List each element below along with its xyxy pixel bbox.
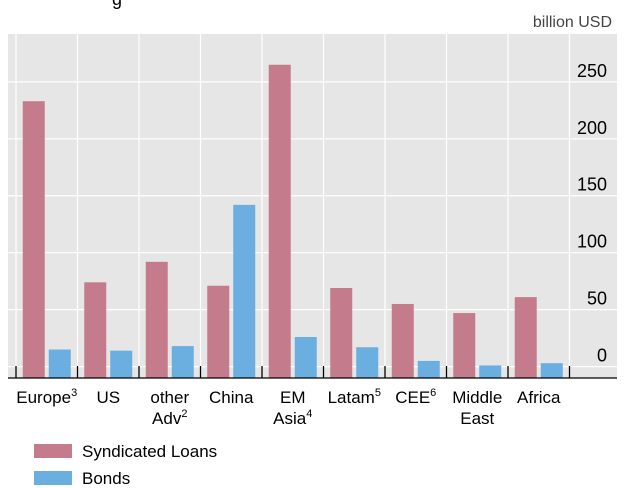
bar-bonds [540,363,563,378]
bar-syndicated-loans [22,101,45,379]
category-label: East [460,409,494,428]
y-tick-label: 0 [597,346,607,366]
legend-swatch [34,471,72,485]
y-tick-label: 250 [577,61,607,81]
bar-syndicated-loans [453,313,476,378]
x-axis [8,366,617,379]
chart-title-fragment: g [112,0,122,9]
legend-label: Syndicated Loans [82,442,217,461]
category-label: Latam5 [328,387,381,407]
bar-syndicated-loans [84,282,107,378]
category-label: other [150,388,189,407]
y-tick-label: 50 [587,289,607,309]
category-label: China [209,388,254,407]
category-label: EM [280,388,306,407]
bar-bonds [356,347,379,378]
unit-label: billion USD [533,14,612,31]
bar-syndicated-loans [207,285,230,378]
y-tick-label: 200 [577,118,607,138]
category-label: Middle [452,388,502,407]
bar-syndicated-loans [391,303,414,378]
bar-bonds [110,350,133,378]
bar-syndicated-loans [330,288,353,378]
bar-bonds [48,349,71,378]
bar-bonds [233,204,256,378]
legend-swatch [34,444,72,458]
bar-bonds [417,360,440,378]
category-label: Adv2 [152,408,187,428]
bar-bonds [479,365,502,378]
bar-syndicated-loans [268,64,291,378]
bar-bonds [171,346,194,378]
category-label: US [96,388,120,407]
category-label: Africa [517,388,561,407]
category-label: CEE6 [395,387,436,407]
legend: Syndicated Loans Bonds [34,442,217,488]
legend-label: Bonds [82,469,130,488]
bar-syndicated-loans [514,297,537,378]
y-tick-label: 150 [577,175,607,195]
category-label: Asia4 [273,408,312,428]
category-label: Europe3 [16,387,77,407]
y-tick-label: 100 [577,232,607,252]
bar-syndicated-loans [145,261,168,378]
bars [22,64,563,379]
y-axis-ticks: 0 50 100 150 200 250 [577,61,607,366]
grid [8,34,617,378]
bar-bonds [294,336,317,378]
